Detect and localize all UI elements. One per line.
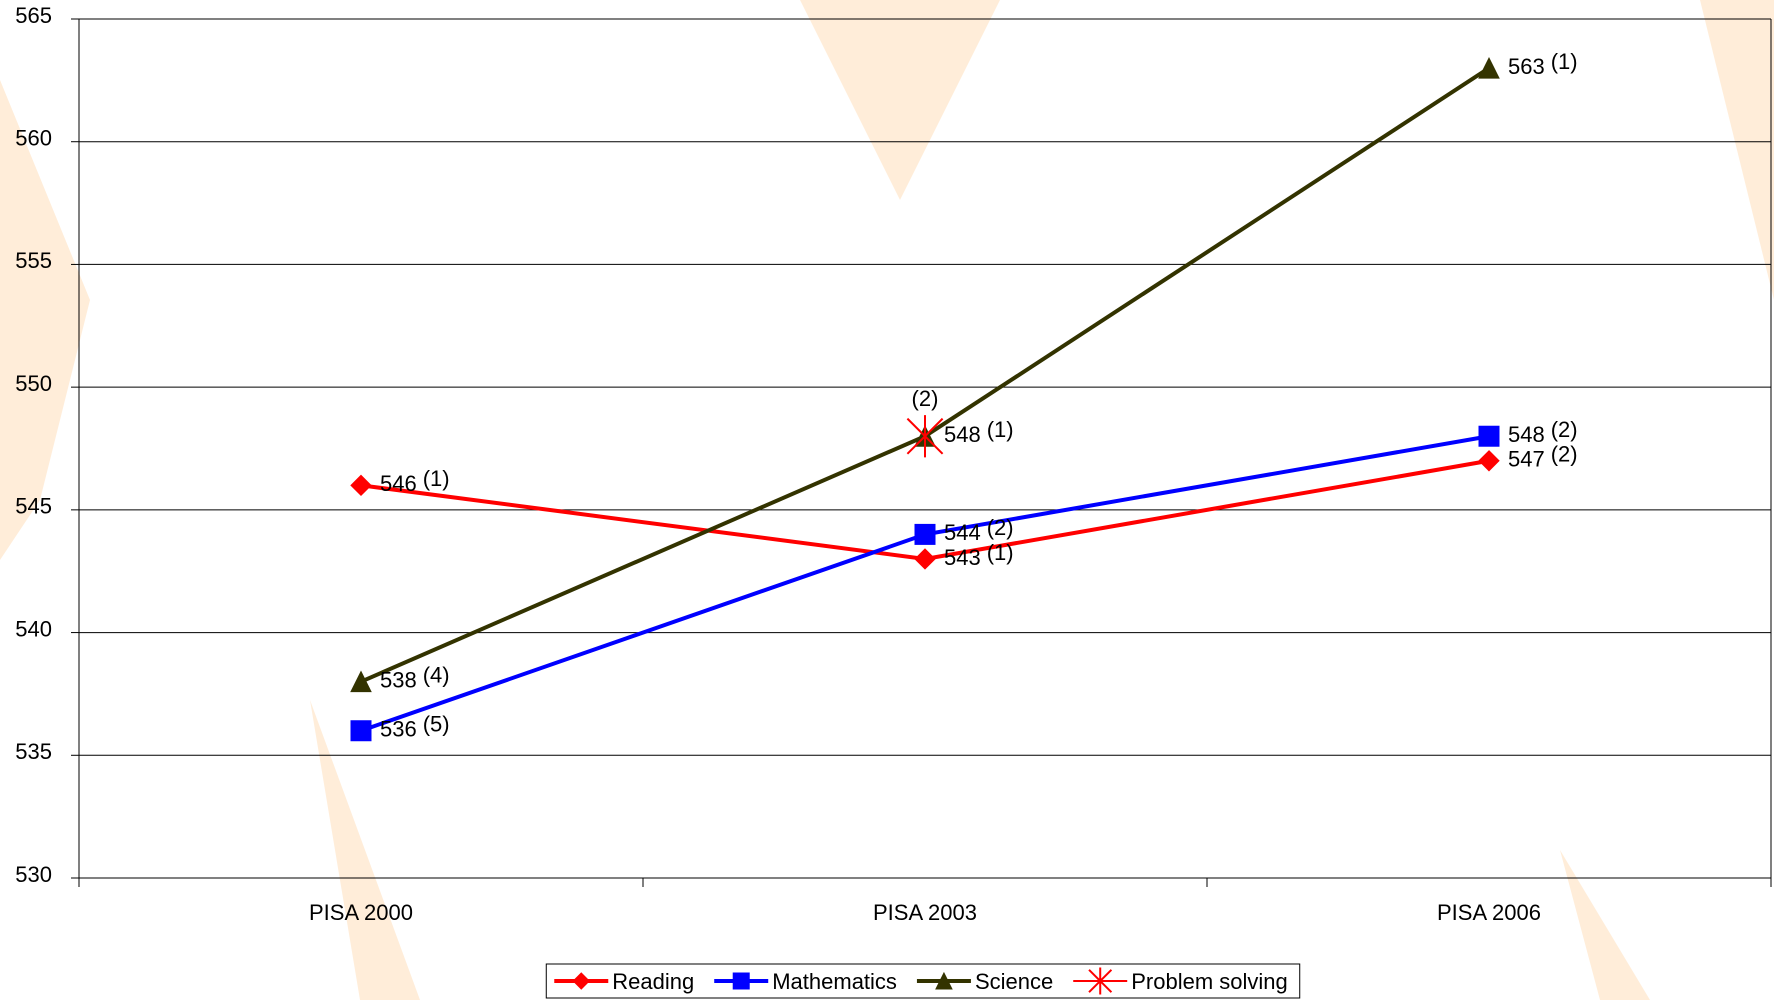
marker	[350, 720, 372, 742]
marker	[906, 415, 944, 458]
x-tick-label: PISA 2006	[1437, 900, 1541, 925]
y-tick-label: 535	[15, 739, 52, 764]
data-label: 548	[944, 422, 981, 447]
rank-label: (2)	[912, 386, 939, 411]
marker	[914, 548, 936, 570]
legend-item: Problem solving	[1073, 967, 1288, 995]
y-tick-label: 530	[15, 862, 52, 887]
legend-marker	[1088, 967, 1113, 995]
rank-label: (1)	[987, 417, 1014, 442]
y-tick-label: 545	[15, 494, 52, 519]
data-label: 547	[1508, 447, 1545, 472]
data-label: 563	[1508, 54, 1545, 79]
y-tick-label: 555	[15, 248, 52, 273]
legend-label: Reading	[612, 969, 694, 994]
rank-label: (1)	[987, 540, 1014, 565]
marker	[350, 670, 372, 693]
marker	[1478, 450, 1500, 472]
legend-marker	[935, 971, 953, 990]
rank-label: (2)	[1551, 442, 1578, 467]
legend-marker	[572, 972, 590, 990]
series	[360, 434, 1490, 733]
legend-label: Science	[975, 969, 1053, 994]
legend-item: Science	[916, 969, 1053, 994]
legend-label: Mathematics	[772, 969, 897, 994]
legend-item: Reading	[554, 969, 694, 994]
data-label: 544	[944, 520, 981, 545]
data-label: 543	[944, 545, 981, 570]
y-tick-label: 565	[15, 3, 52, 28]
series	[360, 66, 1491, 684]
y-tick-label: 540	[15, 616, 52, 641]
marker	[350, 474, 372, 497]
rank-label: (1)	[1551, 49, 1578, 74]
rank-label: (2)	[987, 515, 1014, 540]
data-label: 546	[380, 471, 417, 496]
x-tick-label: PISA 2003	[873, 900, 977, 925]
rank-label: (4)	[423, 662, 450, 687]
rank-label: (2)	[1551, 417, 1578, 442]
legend-label: Problem solving	[1131, 969, 1288, 994]
data-label: 548	[1508, 422, 1545, 447]
marker	[914, 523, 936, 545]
marker	[1478, 56, 1500, 79]
legend-marker	[732, 972, 750, 990]
series-line	[360, 434, 1490, 733]
marker	[1478, 425, 1500, 447]
legend: Reading Mathematics Science Problem solving	[545, 963, 1301, 999]
rank-label: (5)	[423, 712, 450, 737]
data-label: 538	[380, 667, 417, 692]
y-tick-label: 560	[15, 126, 52, 151]
series-line	[360, 66, 1491, 684]
y-tick-label: 550	[15, 371, 52, 396]
legend-item: Mathematics	[714, 969, 897, 994]
x-tick-label: PISA 2000	[309, 900, 413, 925]
data-label: 536	[380, 717, 417, 742]
rank-label: (1)	[423, 466, 450, 491]
